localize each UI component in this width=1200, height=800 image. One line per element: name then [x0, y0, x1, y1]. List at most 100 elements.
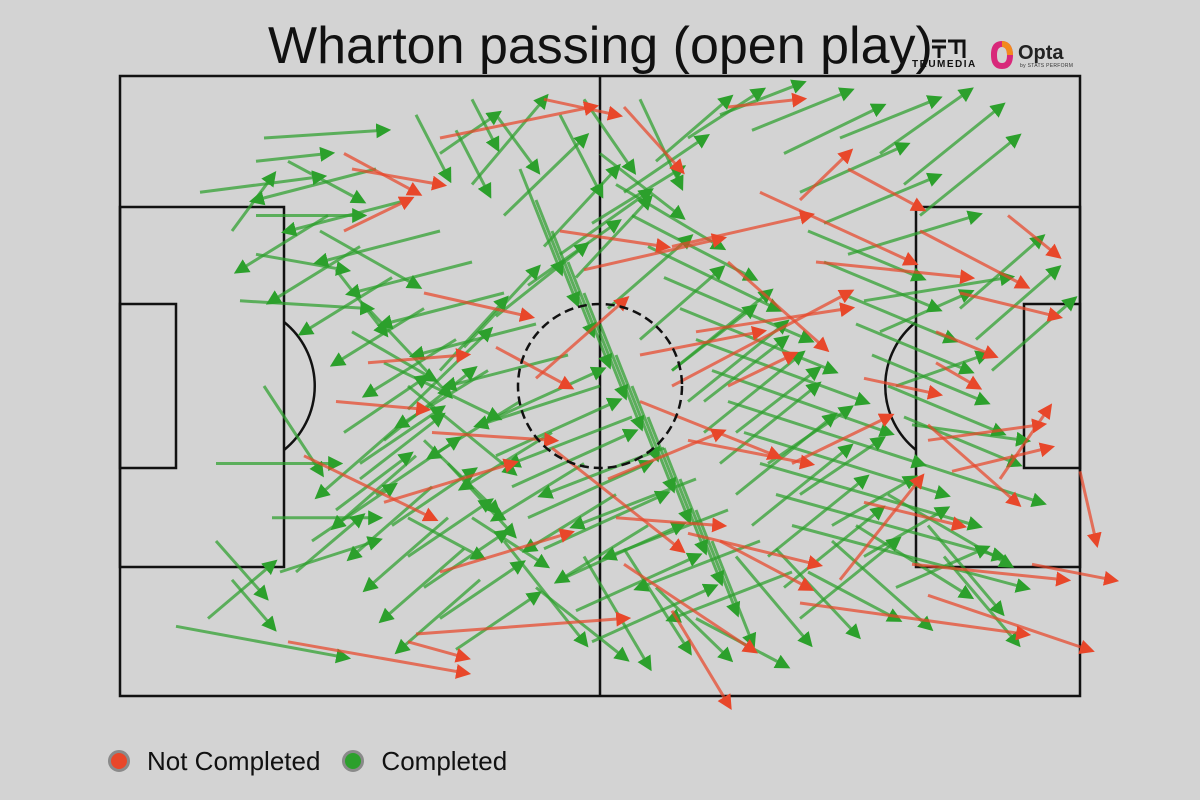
pass-arrow-completed-33 — [774, 547, 861, 640]
pass-arrow-completed-182 — [454, 129, 492, 199]
pass-arrow-completed-172 — [361, 338, 457, 398]
pass-arrow-completed-30 — [654, 586, 734, 663]
pass-arrow-not-completed-19 — [959, 291, 1063, 322]
pass-arrow-completed-11 — [199, 170, 328, 194]
pass-arrow-not-completed-57 — [559, 229, 672, 253]
pass-arrow-completed-73 — [735, 366, 822, 434]
legend-marker-not-completed — [108, 750, 130, 772]
truemedia-logo-text: TRUMEDIA — [912, 59, 977, 70]
pass-arrow-not-completed-39 — [695, 302, 856, 334]
pass-arrow-not-completed-50 — [863, 500, 967, 531]
pass-arrow-completed-126 — [903, 415, 1023, 468]
pass-arrow-completed-20 — [383, 361, 503, 421]
pass-arrow-not-completed-24 — [927, 423, 1022, 508]
pass-arrow-not-completed-31 — [799, 601, 1032, 641]
pass-arrow-completed-28 — [582, 555, 652, 672]
pass-arrow-completed-142 — [614, 354, 661, 463]
pass-arrow-completed-42 — [863, 271, 1016, 303]
pass-arrow-completed-150 — [455, 591, 542, 651]
pass-arrow-completed-105 — [791, 524, 1031, 593]
pass-arrow-completed-177 — [558, 114, 604, 199]
pass-arrow-completed-49 — [687, 87, 767, 140]
pass-arrow-completed-29 — [622, 547, 692, 656]
pass-arrow-completed-75 — [799, 436, 886, 496]
left-penalty-box — [118, 205, 286, 569]
pass-arrow-completed-164 — [879, 87, 974, 155]
pass-arrow-not-completed-53 — [431, 431, 560, 448]
pass-arrow-completed-43 — [847, 210, 983, 256]
pass-arrow-not-completed-30 — [927, 593, 1095, 655]
pass-arrow-completed-13 — [255, 252, 352, 276]
pass-arrow-not-completed-26 — [998, 403, 1053, 480]
pass-arrow-completed-47 — [751, 87, 855, 132]
pass-arrow-completed-50 — [655, 94, 734, 163]
pass-arrow-completed-181 — [470, 98, 500, 153]
pass-arrow-completed-175 — [265, 245, 361, 305]
pass-arrow-not-completed-56 — [838, 473, 925, 581]
pass-arrow-completed-40 — [895, 350, 991, 388]
pass-arrow-completed-91 — [281, 198, 409, 237]
pass-arrow-completed-94 — [615, 183, 727, 251]
pass-arrow-completed-122 — [839, 291, 959, 344]
pass-arrow-not-completed-42 — [535, 296, 630, 380]
pass-arrow-completed-67 — [542, 163, 621, 248]
pass-arrow-not-completed-16 — [798, 148, 854, 202]
pass-arrow-completed-136 — [518, 168, 565, 277]
pass-arrow-not-completed-33 — [670, 610, 732, 710]
pass-arrow-not-completed-28 — [1031, 562, 1120, 586]
pass-arrow-not-completed-37 — [639, 400, 783, 460]
pass-arrow-completed-90 — [313, 229, 441, 268]
pass-arrow-not-completed-44 — [727, 351, 799, 388]
pass-arrow-completed-70 — [639, 265, 726, 341]
opta-logo-text: Opta — [1018, 42, 1064, 64]
pass-arrow-completed-87 — [409, 322, 537, 361]
pass-arrow-completed-148 — [710, 540, 757, 649]
pass-arrow-not-completed-29 — [1078, 470, 1102, 549]
pass-arrow-completed-171 — [393, 369, 489, 429]
pass-arrow-not-completed-22 — [1007, 214, 1062, 259]
pass-arrow-completed-16 — [319, 229, 423, 289]
pass-arrow-completed-66 — [502, 132, 590, 217]
legend-label-completed: Completed — [381, 745, 508, 776]
pass-arrow-not-completed-52 — [423, 291, 536, 322]
legend-item-not-completed: Not Completed — [108, 746, 320, 777]
pass-arrow-completed-41 — [879, 289, 975, 334]
pass-arrow-completed-119 — [314, 423, 401, 500]
pass-arrow-completed-26 — [502, 540, 589, 648]
opta-logo-icon — [991, 41, 1013, 69]
pass-arrow-completed-34 — [807, 570, 903, 622]
pass-arrow-completed-147 — [694, 509, 741, 618]
pass-arrow-completed-137 — [534, 199, 581, 308]
pass-arrow-completed-17 — [334, 268, 389, 338]
left-six-yard-box — [118, 302, 178, 470]
pass-arrow-completed-25 — [471, 516, 551, 569]
pass-arrow-not-completed-1 — [407, 640, 471, 663]
pass-arrow-not-completed-15 — [759, 190, 919, 266]
pass-arrow-not-completed-48 — [791, 413, 895, 465]
pass-arrow-completed-123 — [855, 322, 975, 375]
pass-arrow-completed-14 — [263, 123, 392, 140]
pass-arrow-not-completed-40 — [727, 260, 830, 353]
truemedia-logo: TRUMEDIA — [912, 38, 982, 72]
pass-arrow-completed-109 — [527, 459, 655, 520]
pass-arrow-not-completed-17 — [847, 167, 927, 212]
pass-arrow-completed-176 — [233, 214, 329, 274]
pass-arrow-not-completed-41 — [583, 233, 728, 272]
pass-arrow-not-completed-21 — [935, 361, 983, 390]
pass-arrow-completed-173 — [329, 307, 425, 367]
pass-arrow-completed-24 — [407, 516, 487, 560]
pass-arrow-completed-151 — [423, 529, 510, 589]
pass-arrow-not-completed-20 — [935, 330, 999, 359]
pass-arrow-not-completed-45 — [639, 325, 768, 357]
pass-arrow-not-completed-25 — [951, 442, 1055, 473]
pass-arrow-completed-130 — [751, 443, 854, 527]
pass-arrow-completed-4 — [214, 540, 269, 601]
legend: Not Completed Completed — [108, 744, 529, 778]
pass-arrow-completed-107 — [495, 397, 623, 458]
pass-arrow-not-completed-6 — [367, 348, 472, 365]
pass-arrow-not-completed-55 — [815, 260, 976, 285]
pass-arrow-completed-144 — [646, 416, 693, 525]
pass-arrow-completed-129 — [767, 474, 870, 558]
pass-arrow-completed-112 — [575, 552, 703, 613]
pass-arrow-not-completed-13 — [622, 105, 685, 175]
